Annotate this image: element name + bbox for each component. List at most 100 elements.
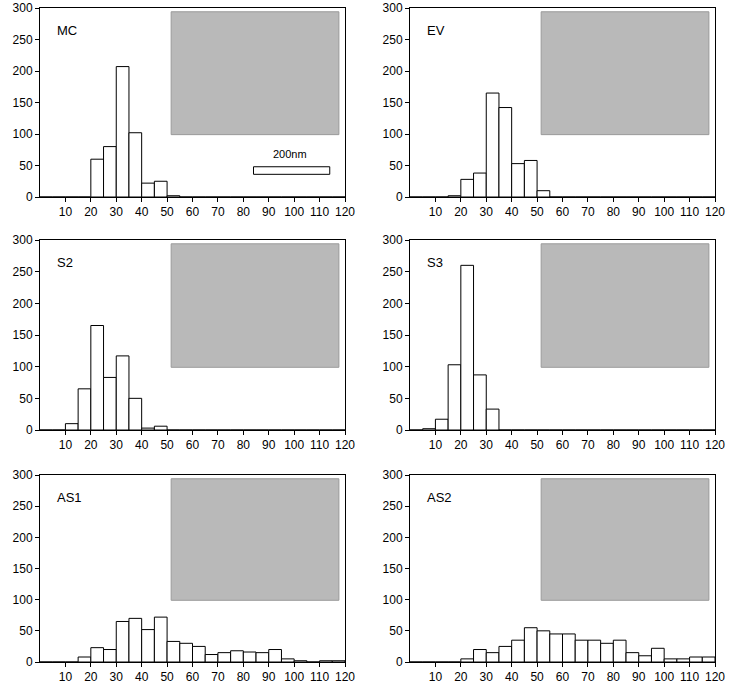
svg-text:100: 100 [383,127,403,141]
svg-text:50: 50 [530,205,544,219]
svg-text:0: 0 [396,655,403,669]
svg-text:200: 200 [13,64,33,78]
svg-text:40: 40 [505,438,519,452]
svg-text:20: 20 [454,670,468,684]
svg-text:10: 10 [429,438,443,452]
svg-text:150: 150 [13,96,33,110]
svg-text:10: 10 [429,205,443,219]
svg-text:90: 90 [262,438,276,452]
svg-text:200: 200 [383,64,403,78]
svg-text:90: 90 [632,438,646,452]
svg-text:200nm: 200nm [273,148,307,160]
svg-text:50: 50 [160,205,174,219]
svg-text:100: 100 [654,670,674,684]
svg-text:70: 70 [581,205,595,219]
svg-text:110: 110 [680,438,699,452]
svg-text:300: 300 [383,1,403,15]
svg-text:50: 50 [530,670,544,684]
svg-text:40: 40 [135,438,149,452]
svg-text:110: 110 [680,205,699,219]
svg-text:90: 90 [262,670,276,684]
svg-text:20: 20 [454,205,468,219]
svg-text:50: 50 [389,159,403,173]
svg-text:80: 80 [607,670,621,684]
svg-text:AS2: AS2 [427,490,452,505]
svg-text:40: 40 [135,205,149,219]
svg-text:90: 90 [632,205,646,219]
svg-text:0: 0 [26,190,33,204]
svg-text:60: 60 [556,205,570,219]
svg-text:90: 90 [262,205,276,219]
svg-text:0: 0 [26,655,33,669]
svg-text:20: 20 [84,438,98,452]
svg-text:EV: EV [427,23,445,38]
svg-text:300: 300 [383,233,403,247]
svg-text:300: 300 [383,468,403,482]
svg-text:0: 0 [396,190,403,204]
svg-text:150: 150 [13,328,33,342]
svg-text:50: 50 [19,392,33,406]
svg-text:70: 70 [581,670,595,684]
svg-text:70: 70 [211,670,225,684]
svg-text:50: 50 [530,438,544,452]
svg-text:10: 10 [59,670,73,684]
svg-text:110: 110 [310,205,329,219]
svg-text:100: 100 [284,438,304,452]
svg-text:70: 70 [211,438,225,452]
svg-text:200: 200 [383,297,403,311]
svg-text:100: 100 [654,438,674,452]
svg-text:70: 70 [581,438,595,452]
svg-text:110: 110 [680,670,699,684]
svg-text:80: 80 [607,438,621,452]
svg-text:120: 120 [335,438,355,452]
svg-text:10: 10 [429,670,443,684]
svg-text:30: 30 [480,205,494,219]
svg-text:90: 90 [632,670,646,684]
svg-text:40: 40 [505,670,519,684]
svg-text:100: 100 [13,127,33,141]
svg-text:50: 50 [19,624,33,638]
svg-text:80: 80 [237,205,251,219]
svg-text:S3: S3 [427,255,443,270]
svg-text:120: 120 [705,205,725,219]
svg-text:100: 100 [383,360,403,374]
svg-text:300: 300 [13,233,33,247]
svg-text:120: 120 [705,438,725,452]
svg-text:120: 120 [335,670,355,684]
svg-text:120: 120 [335,205,355,219]
svg-text:20: 20 [84,205,98,219]
svg-text:250: 250 [383,33,403,47]
svg-text:80: 80 [237,438,251,452]
svg-text:30: 30 [110,670,124,684]
svg-text:60: 60 [186,670,200,684]
svg-text:40: 40 [505,205,519,219]
svg-text:250: 250 [13,33,33,47]
svg-text:50: 50 [160,438,174,452]
svg-text:100: 100 [284,670,304,684]
svg-text:20: 20 [84,670,98,684]
svg-text:200: 200 [13,531,33,545]
svg-text:50: 50 [389,624,403,638]
svg-text:250: 250 [383,265,403,279]
svg-text:80: 80 [237,670,251,684]
svg-text:100: 100 [654,205,674,219]
svg-text:200: 200 [383,531,403,545]
svg-text:100: 100 [284,205,304,219]
svg-text:250: 250 [383,499,403,513]
svg-text:50: 50 [19,159,33,173]
svg-text:150: 150 [383,96,403,110]
svg-text:30: 30 [480,670,494,684]
svg-text:100: 100 [13,593,33,607]
svg-text:10: 10 [59,438,73,452]
svg-text:60: 60 [556,438,570,452]
svg-text:250: 250 [13,499,33,513]
svg-text:200: 200 [13,297,33,311]
svg-text:0: 0 [396,423,403,437]
svg-text:0: 0 [26,423,33,437]
svg-text:120: 120 [705,670,725,684]
svg-text:60: 60 [186,438,200,452]
svg-text:110: 110 [310,670,329,684]
svg-text:MC: MC [57,23,77,38]
svg-text:100: 100 [13,360,33,374]
svg-text:50: 50 [160,670,174,684]
